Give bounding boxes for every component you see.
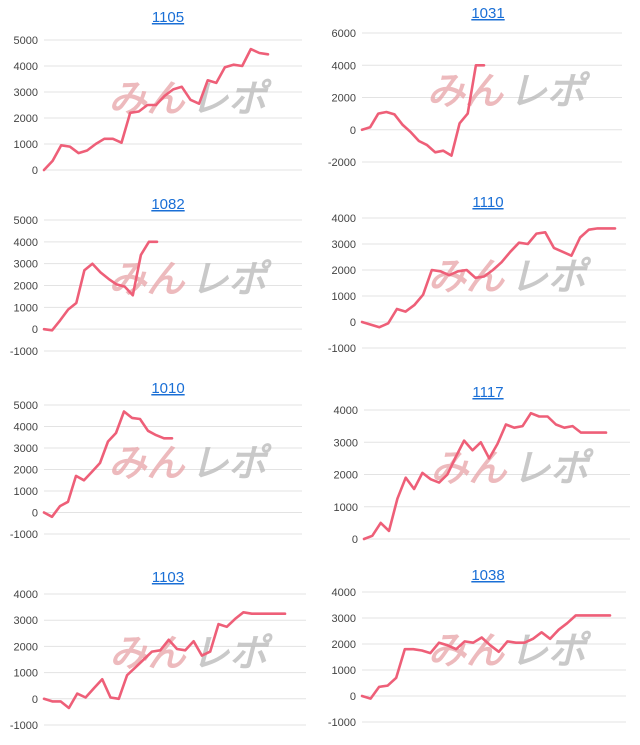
y-tick-label: 3000 (332, 239, 356, 251)
y-tick-label: 2000 (332, 93, 356, 105)
y-tick-label: 5000 (14, 400, 38, 412)
series-line (362, 411, 608, 541)
watermark-logo-right: レポ (513, 446, 595, 490)
y-tick-label: 4000 (14, 237, 38, 249)
watermark-logo-left: みん (109, 257, 186, 301)
chart-panel: -1000 0 1000 2000 3000 4000 みん レポ 1038 (320, 555, 640, 745)
watermark-logo-left: みん (109, 441, 186, 485)
y-tick-label: 0 (352, 534, 358, 546)
series-line (360, 64, 486, 157)
y-tick-label: 2000 (14, 281, 38, 293)
chart-title-link[interactable]: 1010 (151, 380, 184, 397)
y-tick-label: -1000 (10, 529, 38, 541)
y-tick-label: 1000 (14, 486, 38, 498)
watermark-logo-right: レポ (191, 441, 273, 485)
y-tick-label: 0 (32, 165, 38, 177)
line-chart: -1000 0 1000 2000 3000 4000 5000 みん レポ 1010 (10, 380, 302, 541)
chart-title-link[interactable]: 1117 (472, 384, 503, 401)
watermark-logo-right: レポ (509, 69, 591, 113)
y-tick-label: 1000 (14, 668, 38, 680)
watermark-logo-right: レポ (191, 77, 273, 121)
y-tick-label: 3000 (14, 259, 38, 271)
chart-title-link[interactable]: 1110 (472, 194, 503, 211)
y-tick-label: 0 (32, 694, 38, 706)
y-tick-label: 3000 (14, 87, 38, 99)
y-tick-label: 3000 (14, 615, 38, 627)
line-chart: -2000 0 2000 4000 6000 みん レポ 1031 (328, 5, 622, 169)
y-tick-label: 4000 (334, 405, 358, 417)
y-tick-label: 2000 (14, 465, 38, 477)
y-tick-label: 1000 (334, 502, 358, 514)
y-tick-label: 0 (350, 125, 356, 137)
watermark-logo-left: みん (428, 629, 505, 673)
y-tick-label: 2000 (332, 265, 356, 277)
line-chart: -1000 0 1000 2000 3000 4000 みん レポ 1038 (328, 567, 626, 729)
series-line (42, 47, 270, 172)
y-tick-label: -1000 (10, 720, 38, 732)
y-tick-label: -1000 (10, 346, 38, 358)
y-tick-label: 1000 (14, 139, 38, 151)
y-tick-label: 4000 (14, 589, 38, 601)
y-tick-label: 2000 (14, 641, 38, 653)
y-tick-label: 1000 (332, 291, 356, 303)
watermark-logo-right: レポ (192, 631, 274, 675)
y-tick-label: 2000 (332, 639, 356, 651)
chart-panel: -1000 0 1000 2000 3000 4000 みん レポ 1103 (0, 555, 320, 745)
y-tick-label: -2000 (328, 157, 356, 169)
chart-title-link[interactable]: 1038 (471, 567, 504, 584)
watermark-logo-left: みん (427, 69, 504, 113)
y-tick-label: 0 (32, 508, 38, 520)
watermark-logo-right: レポ (510, 629, 592, 673)
chart-title-link[interactable]: 1103 (152, 569, 184, 586)
series-line (42, 240, 159, 332)
chart-title-link[interactable]: 1082 (151, 196, 184, 213)
y-tick-label: 4000 (14, 61, 38, 73)
y-tick-label: 4000 (332, 587, 356, 599)
series-line (42, 610, 287, 710)
y-tick-label: 3000 (14, 443, 38, 455)
line-chart: -1000 0 1000 2000 3000 4000 5000 みん レポ 1082 (10, 196, 302, 358)
watermark-logo-left: みん (431, 446, 508, 490)
y-tick-label: -1000 (328, 343, 356, 355)
watermark-logo-left: みん (428, 255, 505, 299)
y-tick-label: 4000 (14, 422, 38, 434)
y-tick-label: 2000 (14, 113, 38, 125)
y-tick-label: 3000 (332, 613, 356, 625)
series-line (360, 614, 612, 700)
y-tick-label: 0 (32, 324, 38, 336)
chart-panel: -1000 0 1000 2000 3000 4000 5000 みん レポ 1010 (0, 365, 320, 555)
line-chart: 0 1000 2000 3000 4000 みん レポ 1117 (334, 384, 630, 546)
y-tick-label: 3000 (334, 437, 358, 449)
chart-title-link[interactable]: 1105 (152, 9, 184, 26)
y-tick-label: 6000 (332, 28, 356, 40)
y-tick-label: 0 (350, 317, 356, 329)
y-tick-label: 0 (350, 691, 356, 703)
series-line (42, 410, 174, 519)
y-tick-label: 4000 (332, 60, 356, 72)
chart-panel: 0 1000 2000 3000 4000 みん レポ 1117 (320, 365, 640, 555)
watermark-logo-right: レポ (510, 255, 592, 299)
y-tick-label: 1000 (332, 665, 356, 677)
chart-panel: -1000 0 1000 2000 3000 4000 5000 みん レポ 1082 (0, 185, 320, 365)
y-tick-label: -1000 (328, 717, 356, 729)
y-tick-label: 1000 (14, 302, 38, 314)
chart-panel: 0 1000 2000 3000 4000 5000 みん レポ 1105 (0, 0, 320, 185)
y-tick-label: 5000 (14, 215, 38, 227)
watermark-logo-left: みん (109, 77, 186, 121)
chart-panel: -2000 0 2000 4000 6000 みん レポ 1031 (320, 0, 640, 185)
chart-panel: -1000 0 1000 2000 3000 4000 みん レポ 1110 (320, 185, 640, 365)
y-tick-label: 2000 (334, 470, 358, 482)
line-chart: -1000 0 1000 2000 3000 4000 みん レポ 1110 (328, 194, 626, 355)
y-tick-label: 4000 (332, 213, 356, 225)
y-tick-label: 5000 (14, 35, 38, 47)
line-chart: -1000 0 1000 2000 3000 4000 みん レポ 1103 (10, 569, 306, 732)
watermark-logo-left: みん (110, 631, 187, 675)
chart-title-link[interactable]: 1031 (471, 5, 504, 22)
line-chart: 0 1000 2000 3000 4000 5000 みん レポ 1105 (14, 9, 302, 177)
series-line (360, 227, 617, 329)
watermark-logo-right: レポ (191, 257, 273, 301)
